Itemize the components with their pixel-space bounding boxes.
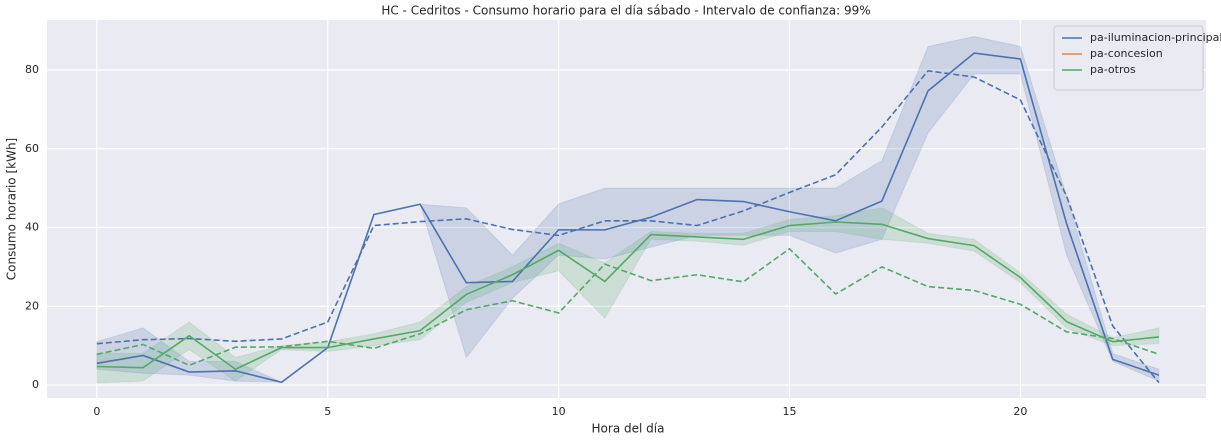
- series-line: [96, 52, 1160, 384]
- legend-label: pa-otros: [1090, 63, 1136, 76]
- x-tick-label: 0: [93, 405, 100, 418]
- confidence-band: [96, 207, 1160, 384]
- legend-box: [1053, 25, 1204, 91]
- y-tick-label: 80: [25, 63, 39, 76]
- y-axis-label: Consumo horario [kWh]: [5, 138, 19, 280]
- y-tick-label: 0: [32, 378, 39, 391]
- y-tick-label: 20: [25, 299, 39, 312]
- x-tick-label: 10: [552, 405, 566, 418]
- x-tick-label: 15: [782, 405, 796, 418]
- x-tick-label: 5: [324, 405, 331, 418]
- series-line: [96, 221, 1159, 371]
- y-tick-label: 60: [25, 142, 39, 155]
- chart-title: HC - Cedritos - Consumo horario para el …: [381, 4, 870, 18]
- x-tick-label: 20: [1013, 405, 1027, 418]
- x-axis-label: Hora del día: [592, 422, 665, 436]
- legend: pa-iluminacion-principal pa-concesion pa-o…: [1053, 25, 1221, 91]
- grid: [47, 20, 1206, 398]
- dashed-line: [96, 69, 1160, 384]
- plot-area: [47, 20, 1206, 398]
- dashed-line: [96, 247, 1160, 367]
- marks: [96, 36, 1160, 384]
- legend-label: pa-iluminacion-principal: [1090, 31, 1221, 44]
- legend-label: pa-concesion: [1090, 47, 1163, 60]
- y-tick-label: 40: [25, 221, 39, 234]
